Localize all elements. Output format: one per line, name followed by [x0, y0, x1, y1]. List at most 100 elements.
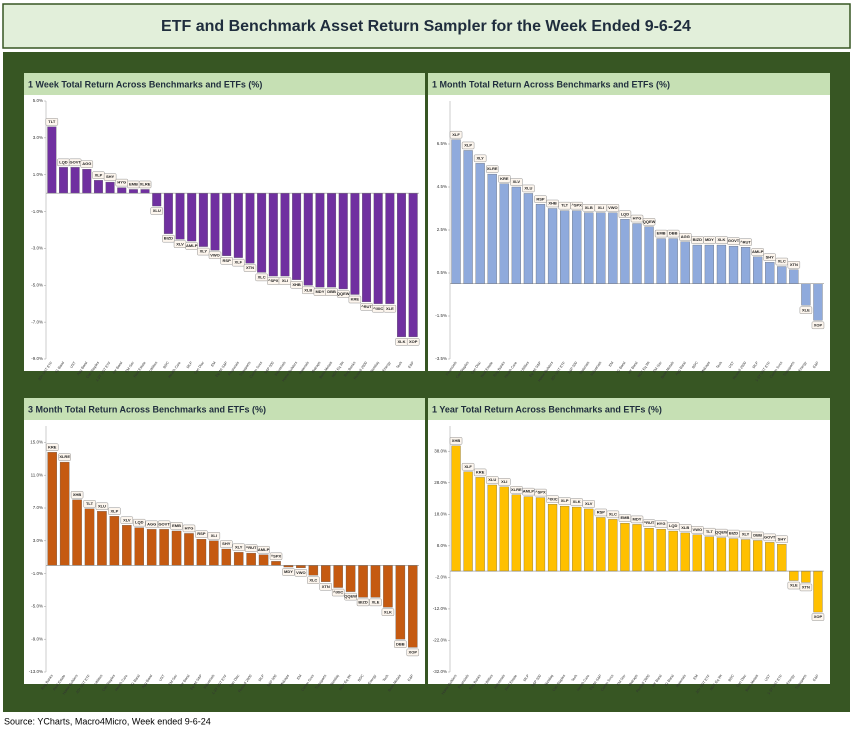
- bar: [47, 452, 57, 566]
- bar: [777, 266, 787, 284]
- ticker-box: [461, 463, 475, 471]
- ticker-box: [498, 175, 511, 183]
- ticker-box: [679, 233, 692, 241]
- ticker-label: DBB: [327, 289, 336, 294]
- bar: [128, 189, 138, 194]
- bar: [680, 532, 690, 572]
- y-tick-label: 4.5%: [437, 184, 447, 189]
- ticker-box: [642, 218, 656, 226]
- bar: [268, 192, 278, 277]
- ticker-box: [383, 305, 397, 313]
- bar: [84, 508, 95, 566]
- ticker-box: [220, 540, 233, 548]
- ticker-box: [232, 543, 245, 551]
- ticker-box: [606, 510, 620, 519]
- ticker-label: EMB: [172, 523, 181, 528]
- ticker-label: BIZD: [693, 237, 702, 242]
- bar: [511, 494, 521, 572]
- ticker-box: [80, 160, 93, 168]
- ticker-label: XLK: [717, 237, 725, 242]
- ticker-box: [257, 546, 270, 554]
- ticker-box: [195, 530, 208, 538]
- ticker-label: DBB: [396, 641, 405, 646]
- bar: [246, 552, 256, 566]
- bar: [134, 527, 145, 566]
- bar: [292, 192, 302, 280]
- bar: [765, 262, 775, 284]
- y-tick-label: 18.0%: [434, 511, 447, 516]
- ticker-label: XLC: [609, 511, 617, 516]
- ticker-label: HYG: [657, 521, 666, 526]
- bar: [559, 505, 570, 572]
- bar: [221, 548, 232, 566]
- ticker-label: XTN: [246, 265, 254, 270]
- bar: [668, 238, 678, 284]
- ticker-label: ^RUT: [361, 304, 372, 309]
- panel-header: [24, 398, 425, 420]
- ticker-label: XLB: [585, 205, 593, 210]
- y-tick-label: 6.5%: [437, 141, 447, 146]
- ticker-box: [103, 173, 117, 181]
- bar: [296, 565, 306, 569]
- ticker-label: XLE: [790, 583, 798, 588]
- ticker-box: [185, 242, 198, 250]
- ticker-box: [534, 488, 547, 497]
- ticker-box: [498, 478, 511, 486]
- ticker-box: [95, 502, 109, 510]
- ticker-label: ^RUT: [644, 520, 655, 525]
- x-tick-label: Utilities: [484, 674, 494, 686]
- ticker-label: QQEW: [715, 530, 728, 535]
- bar: [105, 181, 115, 194]
- x-tick-label: MLP: [258, 673, 266, 682]
- x-tick-label: S&P 500: [531, 674, 542, 688]
- bar: [475, 163, 485, 284]
- ticker-label: XLY: [742, 532, 750, 537]
- bar: [668, 530, 678, 572]
- ticker-box: [461, 141, 475, 150]
- ticker-label: VWO: [693, 527, 703, 532]
- ticker-label: XLV: [513, 179, 521, 184]
- ticker-box: [108, 507, 121, 515]
- bar: [385, 192, 395, 304]
- y-tick-label: 3.0%: [33, 135, 43, 140]
- ticker-label: XLU: [524, 186, 532, 191]
- x-tick-label: Nasdaq: [369, 361, 379, 373]
- y-tick-label: 28.0%: [434, 480, 447, 485]
- x-tick-label: Con Disc: [470, 361, 482, 375]
- bar: [408, 565, 418, 648]
- x-tick-label: EM Sov: [652, 361, 663, 374]
- bar: [572, 506, 582, 572]
- ticker-label: XLV: [123, 517, 131, 522]
- bar: [370, 565, 381, 598]
- bar: [395, 565, 406, 640]
- ticker-label: QQEW: [337, 291, 350, 296]
- y-tick-label: -13.0%: [29, 669, 43, 674]
- bar: [245, 192, 255, 264]
- ticker-label: QQEW: [643, 219, 656, 224]
- bar: [350, 192, 360, 295]
- chart-title: 1 Year Total Return Across Benchmarks an…: [432, 404, 662, 414]
- bar: [196, 539, 207, 566]
- ticker-box: [582, 500, 595, 508]
- ticker-box: [799, 583, 813, 592]
- y-tick-label: 3.0%: [33, 538, 43, 543]
- bar: [140, 189, 150, 194]
- bar: [753, 540, 763, 572]
- ticker-box: [45, 118, 59, 126]
- y-tick-label: -22.0%: [433, 638, 447, 643]
- ticker-label: AGG: [82, 161, 91, 166]
- x-tick-label: BDC: [691, 360, 699, 369]
- ticker-box: [278, 277, 292, 285]
- y-tick-label: -1.5%: [435, 313, 447, 318]
- bar: [777, 544, 787, 572]
- ticker-label: XLRE: [511, 487, 522, 492]
- bar: [59, 461, 70, 566]
- ticker-label: EMB: [657, 231, 666, 236]
- x-tick-label: HY Bond: [179, 674, 190, 688]
- x-tick-label: Midcaps: [700, 361, 711, 374]
- ticker-box: [630, 515, 644, 524]
- bar: [233, 552, 244, 566]
- ticker-label: GOVT: [158, 521, 170, 526]
- bar: [596, 517, 606, 572]
